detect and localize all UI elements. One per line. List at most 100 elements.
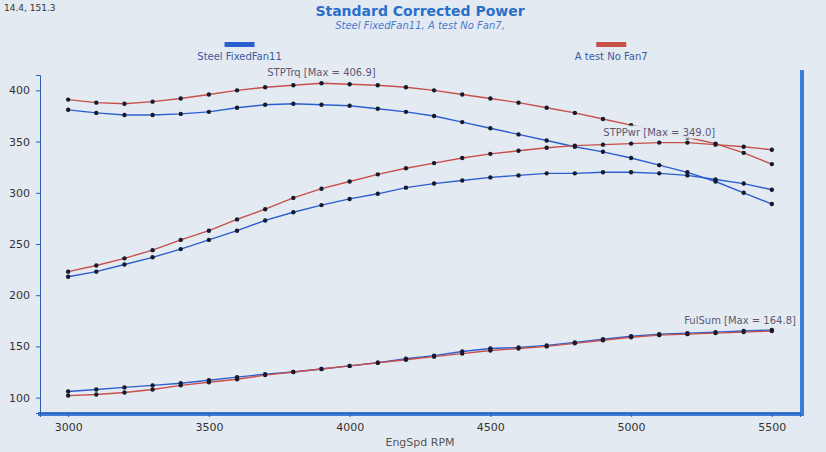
series-point: [460, 156, 464, 160]
frame-right: [800, 70, 804, 416]
series-point: [150, 383, 154, 387]
series-point: [488, 126, 492, 130]
series-point: [685, 332, 689, 336]
series-line: [68, 330, 772, 391]
series-point: [742, 144, 746, 148]
y-tick-label: 200: [9, 289, 30, 302]
x-axis-line: [41, 414, 801, 418]
series-point: [432, 88, 436, 92]
series-point: [657, 333, 661, 337]
series-point: [488, 175, 492, 179]
series-point: [629, 335, 633, 339]
annotation-bg: [682, 314, 798, 327]
x-tick-label: 3500: [195, 421, 223, 434]
y-tick: 350: [9, 136, 40, 149]
y-tick: 250: [9, 238, 40, 251]
series-point: [347, 104, 351, 108]
series-point: [179, 383, 183, 387]
series-point: [319, 367, 323, 371]
series-point: [516, 132, 520, 136]
series-point: [516, 346, 520, 350]
series-line: [68, 143, 772, 272]
series-point: [404, 110, 408, 114]
series-point: [629, 156, 633, 160]
series-point: [488, 96, 492, 100]
series-point: [66, 275, 70, 279]
series-point: [319, 81, 323, 85]
series-point: [122, 262, 126, 266]
series-point: [573, 171, 577, 175]
x-tick: 4000: [336, 413, 364, 434]
series-point: [657, 171, 661, 175]
series-point: [291, 101, 295, 105]
x-tick: 5500: [758, 413, 786, 434]
series-point: [263, 103, 267, 107]
series-point: [179, 238, 183, 242]
series-point: [516, 100, 520, 104]
series-point: [629, 170, 633, 174]
series-point: [291, 210, 295, 214]
legend-swatch: [225, 42, 255, 47]
series-point: [544, 146, 548, 150]
x-tick-label: 4500: [477, 421, 505, 434]
x-tick-mark: [68, 413, 69, 417]
series-point: [376, 361, 380, 365]
series-point: [544, 344, 548, 348]
series-point: [235, 106, 239, 110]
x-tick-label: 3000: [55, 421, 83, 434]
annotation: STPTrq [Max = 406.9]: [265, 66, 378, 79]
series-point: [657, 163, 661, 167]
y-tick-mark: [36, 244, 40, 245]
series-point: [685, 173, 689, 177]
series-point: [488, 152, 492, 156]
y-tick-label: 300: [9, 187, 30, 200]
legend-label: Steel FixedFan11: [197, 51, 281, 62]
legend-item: Steel FixedFan11: [197, 42, 281, 62]
x-tick-label: 5000: [618, 421, 646, 434]
series-point: [685, 140, 689, 144]
series-point: [66, 269, 70, 273]
y-axis: 100150200250300350400: [9, 76, 41, 414]
series-point: [319, 186, 323, 190]
series-point: [601, 142, 605, 146]
series-point: [263, 85, 267, 89]
series-point: [263, 373, 267, 377]
y-tick-mark: [36, 193, 40, 194]
series-point: [460, 178, 464, 182]
series-point: [488, 348, 492, 352]
frame-bottom: [38, 412, 804, 416]
series-point: [770, 148, 774, 152]
annotation-label: FulSum [Max = 164.8]: [684, 315, 796, 326]
series-point: [573, 341, 577, 345]
series-point: [404, 166, 408, 170]
y-tick-mark: [36, 295, 40, 296]
x-tick: 3500: [195, 413, 223, 434]
y-tick: 200: [9, 289, 40, 302]
series-point: [291, 370, 295, 374]
series-point: [573, 143, 577, 147]
y-tick-mark: [36, 398, 40, 399]
chart: 14.4, 151.3Standard Corrected PowerSteel…: [0, 0, 826, 452]
series-point: [235, 217, 239, 221]
series-line: [68, 83, 772, 164]
series-point: [66, 393, 70, 397]
series-point: [770, 202, 774, 206]
y-tick: 400: [9, 84, 40, 97]
series-point: [263, 218, 267, 222]
series-point: [179, 112, 183, 116]
series-point: [122, 390, 126, 394]
plot-area: [66, 81, 774, 398]
series-point: [66, 389, 70, 393]
y-tick-mark: [36, 142, 40, 143]
series-point: [319, 367, 323, 371]
series-point: [122, 101, 126, 105]
series-line: [68, 172, 772, 276]
series-point: [770, 329, 774, 333]
x-tick-mark: [772, 413, 773, 417]
x-tick-mark: [631, 413, 632, 417]
series-point: [179, 96, 183, 100]
x-axis: 3000 3500 4000 4500 5000 5500: [41, 413, 801, 434]
series-point: [376, 172, 380, 176]
series-point: [235, 88, 239, 92]
title: Standard Corrected Power: [315, 3, 524, 19]
